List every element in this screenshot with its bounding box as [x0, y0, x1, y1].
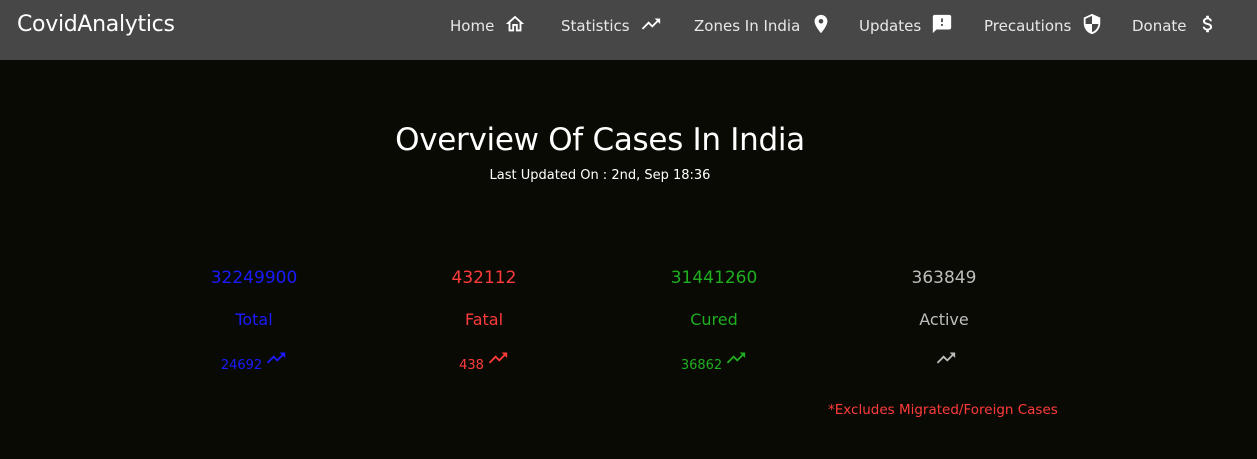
- nav-item-label: Statistics: [561, 17, 630, 35]
- nav-item-donate[interactable]: Donate: [1132, 0, 1219, 52]
- alert-message-icon: [931, 13, 953, 39]
- stat-cured-delta-value: 36862: [680, 358, 723, 373]
- stat-active-delta: [854, 351, 1034, 373]
- stat-active: 363849 Active: [854, 268, 1034, 373]
- stat-cured-label: Cured: [690, 310, 738, 329]
- stat-active-value: 363849: [911, 268, 977, 288]
- nav-item-updates[interactable]: Updates: [859, 0, 953, 52]
- brand-logo-text[interactable]: CovidAnalytics: [17, 12, 175, 37]
- trending-up-icon: [265, 347, 287, 373]
- stat-fatal-delta: 438: [394, 351, 574, 373]
- stat-total: 32249900 Total 24692: [164, 268, 344, 373]
- page-title: Overview Of Cases In India: [395, 122, 805, 158]
- stat-fatal-delta-value: 438: [459, 358, 484, 373]
- nav-item-home[interactable]: Home: [450, 0, 526, 52]
- stat-fatal-label: Fatal: [464, 310, 504, 329]
- stat-cured: 31441260 Cured 36862: [624, 268, 804, 373]
- home-icon: [504, 13, 526, 39]
- nav-item-label: Precautions: [984, 17, 1072, 35]
- nav-item-label: Updates: [859, 17, 922, 35]
- trending-up-icon: [640, 13, 662, 39]
- stat-total-value: 32249900: [210, 268, 298, 288]
- navbar: CovidAnalytics Home Statistics Zones In …: [0, 0, 1257, 60]
- stat-fatal-value: 432112: [451, 268, 517, 288]
- stat-cured-delta: 36862: [624, 351, 804, 373]
- nav-item-zones[interactable]: Zones In India: [694, 0, 832, 52]
- stat-active-label: Active: [919, 310, 969, 329]
- stat-cured-value: 31441260: [670, 268, 758, 288]
- main-content: Overview Of Cases In India Last Updated …: [0, 60, 1257, 459]
- last-updated-text: Last Updated On : 2nd, Sep 18:36: [489, 168, 711, 183]
- nav-item-label: Zones In India: [694, 17, 801, 35]
- trending-up-icon: [935, 347, 957, 373]
- nav-item-statistics[interactable]: Statistics: [561, 0, 662, 52]
- exclusion-note: *Excludes Migrated/Foreign Cases: [828, 402, 1058, 418]
- trending-up-icon: [487, 347, 509, 373]
- stat-total-delta: 24692: [164, 351, 344, 373]
- location-pin-icon: [810, 13, 832, 39]
- nav-item-label: Donate: [1132, 17, 1187, 35]
- dollar-icon: [1197, 13, 1219, 39]
- stat-total-delta-value: 24692: [220, 358, 263, 373]
- trending-up-icon: [725, 347, 747, 373]
- nav-item-label: Home: [450, 17, 495, 35]
- shield-icon: [1081, 13, 1103, 39]
- nav-item-precautions[interactable]: Precautions: [984, 0, 1103, 52]
- stat-fatal: 432112 Fatal 438: [394, 268, 574, 373]
- stat-total-label: Total: [235, 310, 273, 329]
